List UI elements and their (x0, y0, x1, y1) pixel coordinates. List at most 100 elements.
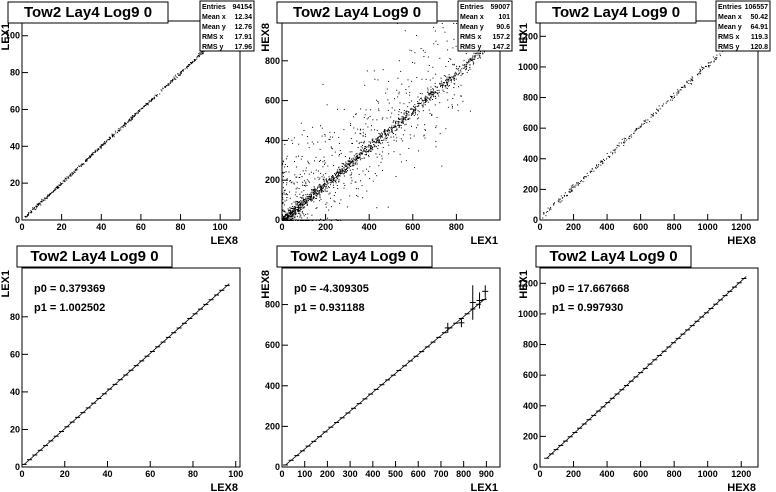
data-point (306, 220, 308, 221)
title-box (16, 245, 173, 268)
data-point (356, 156, 358, 158)
data-point (681, 87, 683, 88)
data-point (385, 134, 387, 136)
data-point (424, 124, 426, 126)
data-point (382, 170, 383, 171)
data-point (315, 190, 317, 192)
data-point (451, 107, 453, 109)
data-point (465, 65, 467, 67)
data-point (313, 194, 314, 196)
data-point (348, 163, 350, 165)
x-tick-label: 800 (449, 222, 464, 232)
data-point (299, 193, 301, 195)
data-point (31, 210, 32, 212)
data-point (349, 158, 350, 160)
data-point (397, 121, 399, 123)
data-point (614, 152, 616, 154)
data-point (446, 76, 448, 78)
data-point (363, 142, 365, 144)
data-point (306, 193, 308, 195)
data-point (93, 152, 95, 154)
data-point (188, 64, 189, 66)
data-point (305, 181, 307, 183)
data-point (484, 51, 485, 53)
stats-key: RMS y (202, 44, 224, 51)
data-point (325, 203, 327, 205)
title-box (535, 1, 697, 24)
data-point (109, 137, 111, 139)
data-point (182, 69, 184, 71)
data-point (435, 97, 437, 99)
data-point (304, 199, 305, 200)
data-point (34, 208, 36, 210)
data-point (435, 140, 437, 142)
data-point (356, 159, 358, 161)
data-point (359, 132, 361, 134)
data-point (447, 49, 449, 51)
data-point (349, 163, 350, 165)
data-point (450, 59, 452, 61)
data-point (48, 194, 50, 196)
data-point (284, 216, 286, 218)
data-point (286, 216, 288, 218)
data-point (435, 95, 436, 97)
data-point (291, 207, 293, 209)
data-point (368, 141, 370, 143)
data-point (328, 187, 330, 188)
data-point (96, 149, 98, 151)
data-point (290, 214, 291, 216)
data-point (338, 181, 340, 183)
data-point (64, 179, 66, 181)
data-point (392, 121, 394, 123)
data-point (293, 137, 295, 139)
data-point (38, 204, 40, 206)
data-point (431, 93, 433, 95)
data-point (85, 160, 87, 162)
data-point (387, 134, 389, 136)
data-point (304, 198, 306, 200)
data-point (412, 111, 414, 113)
data-point (596, 165, 597, 167)
data-point (294, 206, 296, 207)
data-point (678, 90, 680, 92)
data-point (299, 173, 301, 175)
data-point (370, 129, 372, 131)
data-point (32, 207, 34, 209)
data-point (370, 148, 372, 150)
data-point (145, 104, 147, 106)
data-point (363, 148, 365, 150)
data-point (640, 126, 642, 128)
data-point (373, 144, 374, 146)
data-point (311, 192, 313, 194)
data-point (312, 192, 314, 194)
data-point (336, 169, 338, 171)
data-point (338, 155, 340, 157)
data-point (284, 171, 286, 173)
data-point (296, 196, 298, 197)
stats-value: 157.2 (492, 34, 510, 41)
data-point (308, 196, 310, 198)
data-point (440, 85, 441, 87)
data-point (282, 163, 283, 164)
data-point (283, 193, 285, 195)
data-point (557, 200, 559, 202)
data-point (339, 169, 340, 171)
data-point (382, 140, 384, 142)
data-point (296, 201, 298, 203)
data-point (314, 160, 315, 162)
data-point (402, 122, 404, 124)
data-point (331, 220, 333, 221)
data-point (343, 163, 345, 165)
data-point (354, 158, 356, 160)
data-point (571, 187, 573, 189)
data-point (338, 136, 340, 138)
data-point (324, 180, 326, 182)
data-point (132, 117, 134, 118)
data-point (173, 76, 175, 78)
data-point (293, 183, 295, 185)
data-point (408, 86, 410, 88)
data-point (677, 92, 679, 94)
stats-value: 50.42 (750, 14, 768, 21)
data-point (445, 87, 447, 89)
